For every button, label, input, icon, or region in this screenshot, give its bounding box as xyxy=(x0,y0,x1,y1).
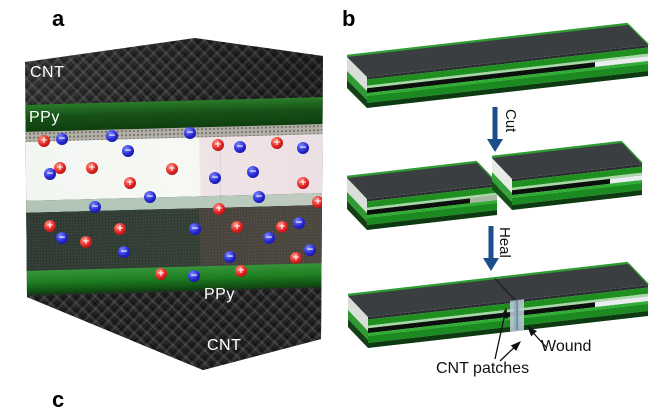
ppy-bottom-label: PPy xyxy=(204,286,235,303)
wound-label: Wound xyxy=(541,338,592,355)
anion-icon: − xyxy=(184,127,196,139)
cation-icon: + xyxy=(114,223,126,235)
cation-icon: + xyxy=(231,221,243,233)
slab-cut-right xyxy=(491,140,643,210)
cnt-top-label: CNT xyxy=(30,64,65,81)
anion-icon: − xyxy=(56,133,68,145)
cnt-patch-arrow-top-icon xyxy=(494,307,508,360)
anion-icon: − xyxy=(106,130,118,142)
ion-layer: + − − − − + − + − + − + + + − − + − − + − + + + − + + − − + − − − + + − + − xyxy=(25,38,323,370)
anion-icon: − xyxy=(118,246,130,258)
cation-icon: + xyxy=(155,268,167,280)
heal-label: Heal xyxy=(496,227,513,258)
anion-icon: − xyxy=(224,251,236,263)
anion-icon: − xyxy=(293,217,305,229)
anion-icon: − xyxy=(297,142,309,154)
panel-a-label: a xyxy=(52,6,65,31)
figure-canvas: { "panels": { "a": { "label": "a", "laye… xyxy=(25,6,649,412)
anion-icon: − xyxy=(188,270,200,282)
wound-arrow-icon xyxy=(527,326,547,348)
seam-line xyxy=(494,278,516,301)
cut-label: Cut xyxy=(502,109,519,133)
cation-icon: + xyxy=(297,177,309,189)
slab-pristine xyxy=(346,22,649,108)
anion-icon: − xyxy=(189,223,201,235)
cation-icon: + xyxy=(38,135,50,147)
cation-icon: + xyxy=(276,221,288,233)
cation-icon: + xyxy=(166,163,178,175)
cnt-bottom-label: CNT xyxy=(207,337,242,354)
panel-a-device-block: + − − − − + − + − + − + + + − − + − − + − + + + − + + − − + − − − + + − + − C… xyxy=(25,38,323,370)
cnt-patch-arrow-bottom-icon xyxy=(499,341,521,362)
cnt-patches-label: CNT patches xyxy=(436,360,530,377)
cation-icon: + xyxy=(271,137,283,149)
anion-icon: − xyxy=(304,244,316,256)
slab-healed xyxy=(347,261,649,348)
anion-icon: − xyxy=(44,168,56,180)
ppy-top-label: PPy xyxy=(29,109,60,126)
cation-icon: + xyxy=(212,139,224,151)
slab-top-face xyxy=(347,25,648,77)
cut-face xyxy=(492,158,512,193)
cation-icon: + xyxy=(290,252,302,264)
cation-icon: + xyxy=(235,265,247,277)
cation-icon: + xyxy=(213,203,225,215)
cation-icon: + xyxy=(124,177,136,189)
anion-icon: − xyxy=(144,191,156,203)
anion-icon: − xyxy=(253,191,265,203)
anion-icon: − xyxy=(247,166,259,178)
panel-b-illustration xyxy=(346,22,649,362)
anion-icon: − xyxy=(209,172,221,184)
slab-cut-left xyxy=(346,160,498,230)
cut-arrow-icon xyxy=(487,107,503,152)
anion-icon: − xyxy=(263,232,275,244)
anion-icon: − xyxy=(234,141,246,153)
anion-icon: − xyxy=(89,201,101,213)
panel-b-label: b xyxy=(342,6,356,31)
cation-icon: + xyxy=(312,196,323,208)
annotation-arrows xyxy=(494,307,547,362)
cation-icon: + xyxy=(54,162,66,174)
cation-icon: + xyxy=(86,162,98,174)
anion-icon: − xyxy=(56,232,68,244)
panel-c-label: c xyxy=(52,387,65,412)
cation-icon: + xyxy=(44,220,56,232)
anion-icon: − xyxy=(122,145,134,157)
cation-icon: + xyxy=(80,236,92,248)
heal-arrow-icon xyxy=(483,226,499,271)
